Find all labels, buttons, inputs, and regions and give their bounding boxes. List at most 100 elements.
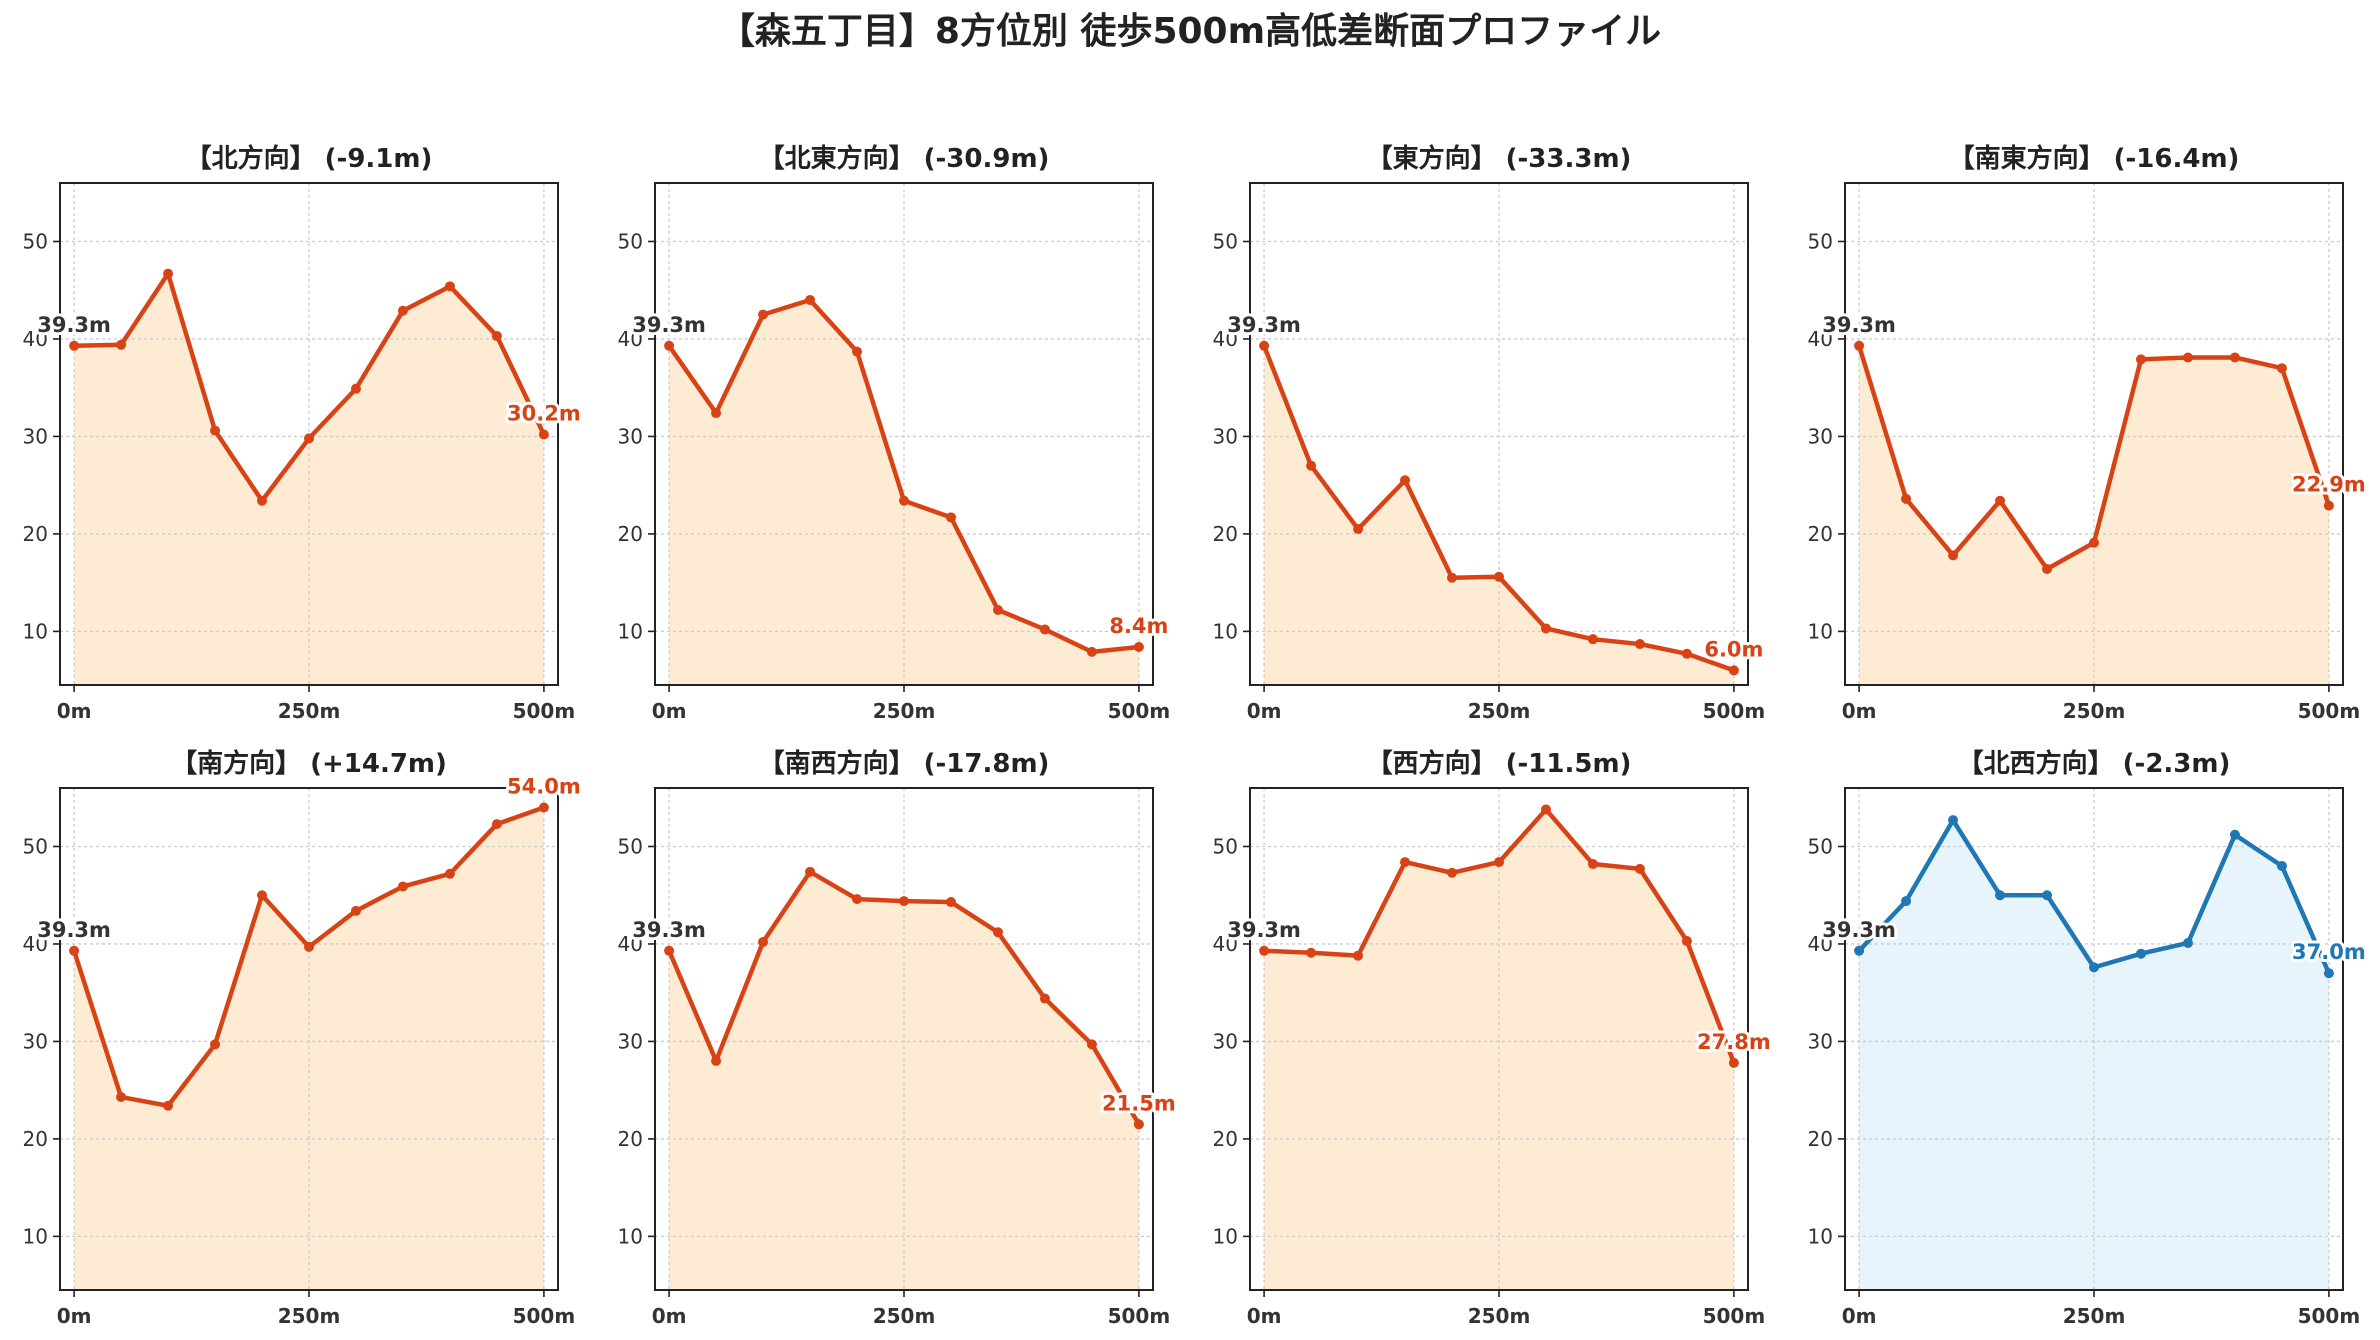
data-point [1086,646,1097,657]
y-tick-label: 50 [1808,834,1833,858]
y-tick-label: 20 [618,522,643,546]
data-point [116,1091,127,1102]
start-label-halo: 39.3m [632,313,706,337]
data-point [805,866,816,877]
y-tick-label: 20 [618,1127,643,1151]
data-point [992,604,1003,615]
data-point [350,905,361,916]
data-point [444,281,455,292]
data-point [163,268,174,279]
data-point [1039,993,1050,1004]
x-tick-label: 250m [873,699,936,723]
data-point [2135,354,2146,365]
data-point [1494,571,1504,582]
y-tick-label: 50 [1808,229,1833,253]
y-tick-label: 10 [1213,619,1238,643]
y-tick-label: 40 [1808,327,1833,351]
y-tick-label: 20 [23,1127,48,1151]
data-point [1634,639,1645,650]
data-point [538,429,549,440]
data-point [2276,860,2287,871]
data-point [1306,460,1317,471]
x-tick-label: 500m [513,699,576,723]
x-tick-label: 0m [1247,1304,1282,1328]
data-point [69,945,80,956]
data-point [397,881,408,892]
data-point [711,1055,722,1066]
data-point [1540,804,1551,815]
data-point [1634,863,1645,874]
data-point [1995,495,2006,506]
data-point [1353,524,1364,535]
data-point [1854,945,1865,956]
y-tick-label: 40 [1213,327,1238,351]
y-tick-label: 30 [618,424,643,448]
y-tick-label: 30 [23,424,48,448]
subplot-title: 【東方向】 (-33.3m) [1367,143,1632,174]
data-point [1353,950,1364,961]
data-point [69,340,80,351]
y-tick-label: 10 [23,1224,48,1248]
x-tick-label: 250m [2063,1304,2126,1328]
y-tick-label: 40 [618,932,643,956]
data-point [397,305,408,316]
start-label-halo: 39.3m [1822,918,1896,942]
data-point [491,819,502,830]
data-point [1901,493,1912,504]
y-tick-label: 30 [1808,1029,1833,1053]
end-label: 27.8m [1697,1030,1771,1054]
start-label: 39.3m [1822,918,1896,942]
y-tick-label: 30 [1213,1029,1238,1053]
data-point [1728,665,1739,676]
subplot-title: 【南西方向】 (-17.8m) [759,748,1050,779]
y-tick-label: 50 [618,834,643,858]
start-label: 39.3m [1227,313,1301,337]
data-point [304,941,314,952]
subplot-title: 【西方向】 (-11.5m) [1367,748,1632,779]
y-tick-label: 50 [1213,834,1238,858]
data-point [538,802,549,813]
end-label: 21.5m [1102,1091,1176,1115]
y-tick-label: 20 [1808,1127,1833,1151]
subplot-title: 【北西方向】 (-2.3m) [1958,748,2231,779]
data-point [1681,648,1692,659]
x-tick-label: 250m [278,699,341,723]
start-label: 39.3m [1822,313,1896,337]
x-tick-label: 250m [1468,1304,1531,1328]
y-tick-label: 10 [618,619,643,643]
data-point [1400,475,1411,486]
x-tick-label: 250m [873,1304,936,1328]
y-tick-label: 10 [1213,1224,1238,1248]
elevation-area [1264,345,1734,685]
data-point [2276,363,2287,374]
data-point [210,425,221,436]
data-point [852,894,863,905]
data-point [1039,624,1050,635]
data-point [2089,962,2099,973]
end-label: 30.2m [507,401,581,425]
data-point [711,408,722,419]
data-point [1540,623,1551,634]
data-point [2323,500,2334,511]
y-tick-label: 20 [1213,1127,1238,1151]
data-point [1587,859,1598,870]
data-point [1728,1057,1739,1068]
data-point [257,890,268,901]
x-tick-label: 0m [1247,699,1282,723]
data-point [1086,1039,1097,1050]
end-label-halo: 6.0m [1704,637,1763,661]
elevation-area [669,299,1139,685]
data-point [899,896,909,907]
start-label: 39.3m [632,313,706,337]
data-point [1995,890,2006,901]
y-tick-label: 40 [618,327,643,351]
data-point [1587,634,1598,645]
x-tick-label: 500m [1108,1304,1171,1328]
data-point [2135,948,2146,959]
x-tick-label: 0m [57,1304,92,1328]
data-point [1306,947,1317,958]
data-point [758,937,769,948]
